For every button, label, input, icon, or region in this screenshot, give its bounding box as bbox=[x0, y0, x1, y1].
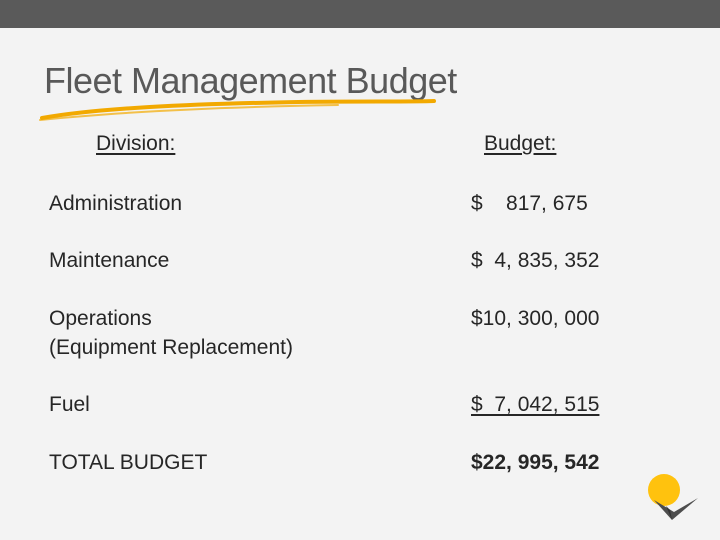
row-value-fuel: $ 7, 042, 515 bbox=[471, 393, 600, 416]
row-value-administration: $ 817, 675 bbox=[471, 192, 588, 215]
top-bar bbox=[0, 0, 720, 28]
row-value-total: $22, 995, 542 bbox=[471, 451, 600, 474]
division-header: Division: bbox=[96, 132, 176, 155]
slide-title: Fleet Management Budget bbox=[44, 60, 457, 101]
row-label-operations-line2: (Equipment Replacement) bbox=[49, 336, 293, 359]
row-label-administration: Administration bbox=[49, 192, 183, 215]
sun-bird-logo-icon bbox=[648, 474, 698, 520]
row-value-maintenance: $ 4, 835, 352 bbox=[471, 249, 600, 272]
row-label-maintenance: Maintenance bbox=[49, 249, 170, 272]
row-value-operations: $10, 300, 000 bbox=[471, 307, 600, 330]
budget-header: Budget: bbox=[484, 132, 557, 155]
row-label-fuel: Fuel bbox=[49, 393, 90, 416]
row-label-operations-line1: Operations bbox=[49, 307, 152, 330]
brush-underline-icon bbox=[39, 99, 436, 121]
row-label-operations: Operations (Equipment Replacement) bbox=[49, 304, 293, 362]
row-label-total: TOTAL BUDGET bbox=[49, 451, 208, 474]
